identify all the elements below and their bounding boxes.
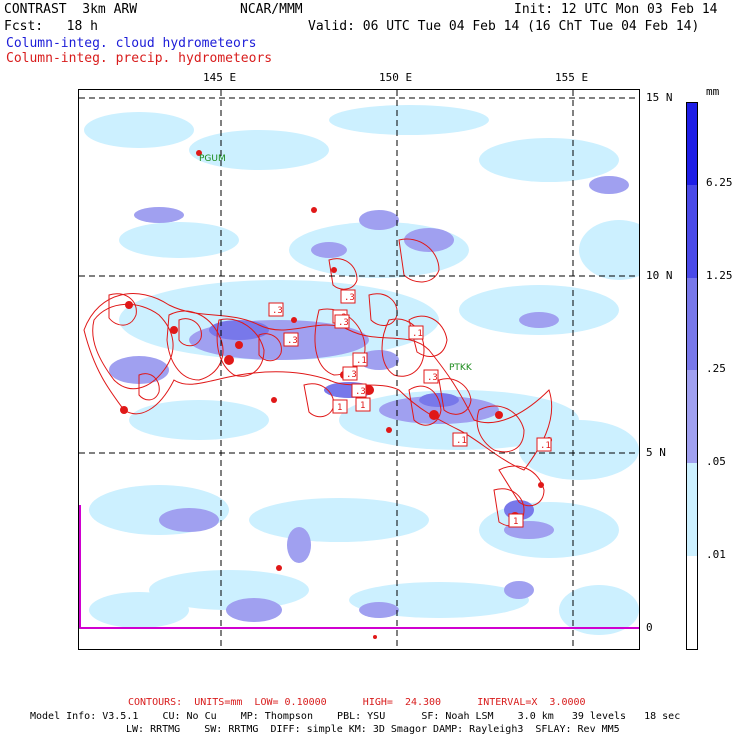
cloud-shading-heavy [209,320,534,520]
lon-label-150: 150 E [379,71,413,84]
colorbar-level: .05 [706,455,726,468]
init-time: Init: 12 UTC Mon 03 Feb 14 [514,2,718,17]
contour-label: 1 [332,399,348,414]
colorbar-swatch [687,463,697,556]
station-ptkk: PTKK [449,363,473,373]
valid-time: Valid: 06 UTC Tue 04 Feb 14 (16 ChT Tue … [308,19,700,34]
station-pgum: PGUM [199,154,226,164]
contour-info: CONTOURS: UNITS=mm LOW= 0.10000 HIGH= 24… [128,697,586,708]
svg-text:.3: .3 [287,336,298,346]
contour-label: .3 [283,332,299,347]
svg-text:.3: .3 [346,370,357,380]
svg-text:.1: .1 [456,436,467,446]
contour-label: .3 [423,369,439,384]
svg-text:1: 1 [337,403,342,413]
contour-label-group: .3 .3 .3 .3 .1 .1 .3 .3 .3 1 1 .1 .3 .1 … [268,289,552,528]
svg-text:.3: .3 [355,387,366,397]
colorbar-level: 1.25 [706,269,733,282]
svg-text:.1: .1 [540,441,551,451]
model-info-line1: Model Info: V3.5.1 CU: No Cu MP: Thompso… [30,711,681,722]
lat-label-0: 0 [646,621,653,634]
model-info-line2: LW: RRTMG SW: RRTMG DIFF: simple KM: 3D … [126,724,620,735]
lon-label-145: 145 E [203,71,237,84]
organization-label: NCAR/MMM [240,2,303,17]
contour-label: .3 [334,314,350,329]
colorbar-swatch [687,556,697,649]
colorbar-swatch [687,278,697,370]
contour-label: .3 [340,289,356,304]
svg-text:1: 1 [360,401,365,411]
svg-text:.3: .3 [272,306,283,316]
contour-label: .1 [423,370,437,383]
contour-label: .1 [408,325,424,340]
station-labels: PGUM PTKK [199,154,473,373]
colorbar [686,102,698,650]
svg-text:.3: .3 [344,293,355,303]
contour-label: .1 [452,432,468,447]
lon-label-155: 155 E [555,71,589,84]
field-label-precip: Column-integ. precip. hydrometeors [6,51,273,66]
svg-text:1: 1 [513,517,518,527]
forecast-hour: Fcst: 18 h [4,19,98,34]
lat-label-5n: 5 N [646,446,666,459]
colorbar-level: 6.25 [706,176,733,189]
colorbar-unit: mm [706,85,720,98]
contour-label: 1 [508,513,524,528]
svg-text:.3: .3 [427,373,438,383]
colorbar-swatch [687,370,697,463]
lat-label-10n: 10 N [646,269,673,282]
map-canvas: .3 .3 .3 .3 .1 .1 .3 .3 .3 1 1 .1 .3 .1 … [79,90,639,649]
map-panel: .3 .3 .3 .3 .1 .1 .3 .3 .3 1 1 .1 .3 .1 … [78,89,640,650]
contour-label: 1 [355,397,371,412]
colorbar-swatch [687,103,697,185]
svg-text:.1: .1 [356,356,367,366]
contour-label: .3 [351,383,367,398]
lat-label-15n: 15 N [646,91,673,104]
svg-text:.3: .3 [338,318,349,328]
svg-text:.1: .1 [412,329,423,339]
colorbar-swatch [687,185,697,278]
contour-label: .1 [352,352,368,367]
plot-title: CONTRAST 3km ARW [4,2,138,17]
contour-label: .3 [342,366,358,381]
field-label-cloud: Column-integ. cloud hydrometeors [6,36,257,51]
domain-boundary [79,505,639,629]
contour-label: .1 [536,437,552,452]
colorbar-level: .25 [706,362,726,375]
colorbar-level: .01 [706,548,726,561]
contour-label: .3 [268,302,284,317]
